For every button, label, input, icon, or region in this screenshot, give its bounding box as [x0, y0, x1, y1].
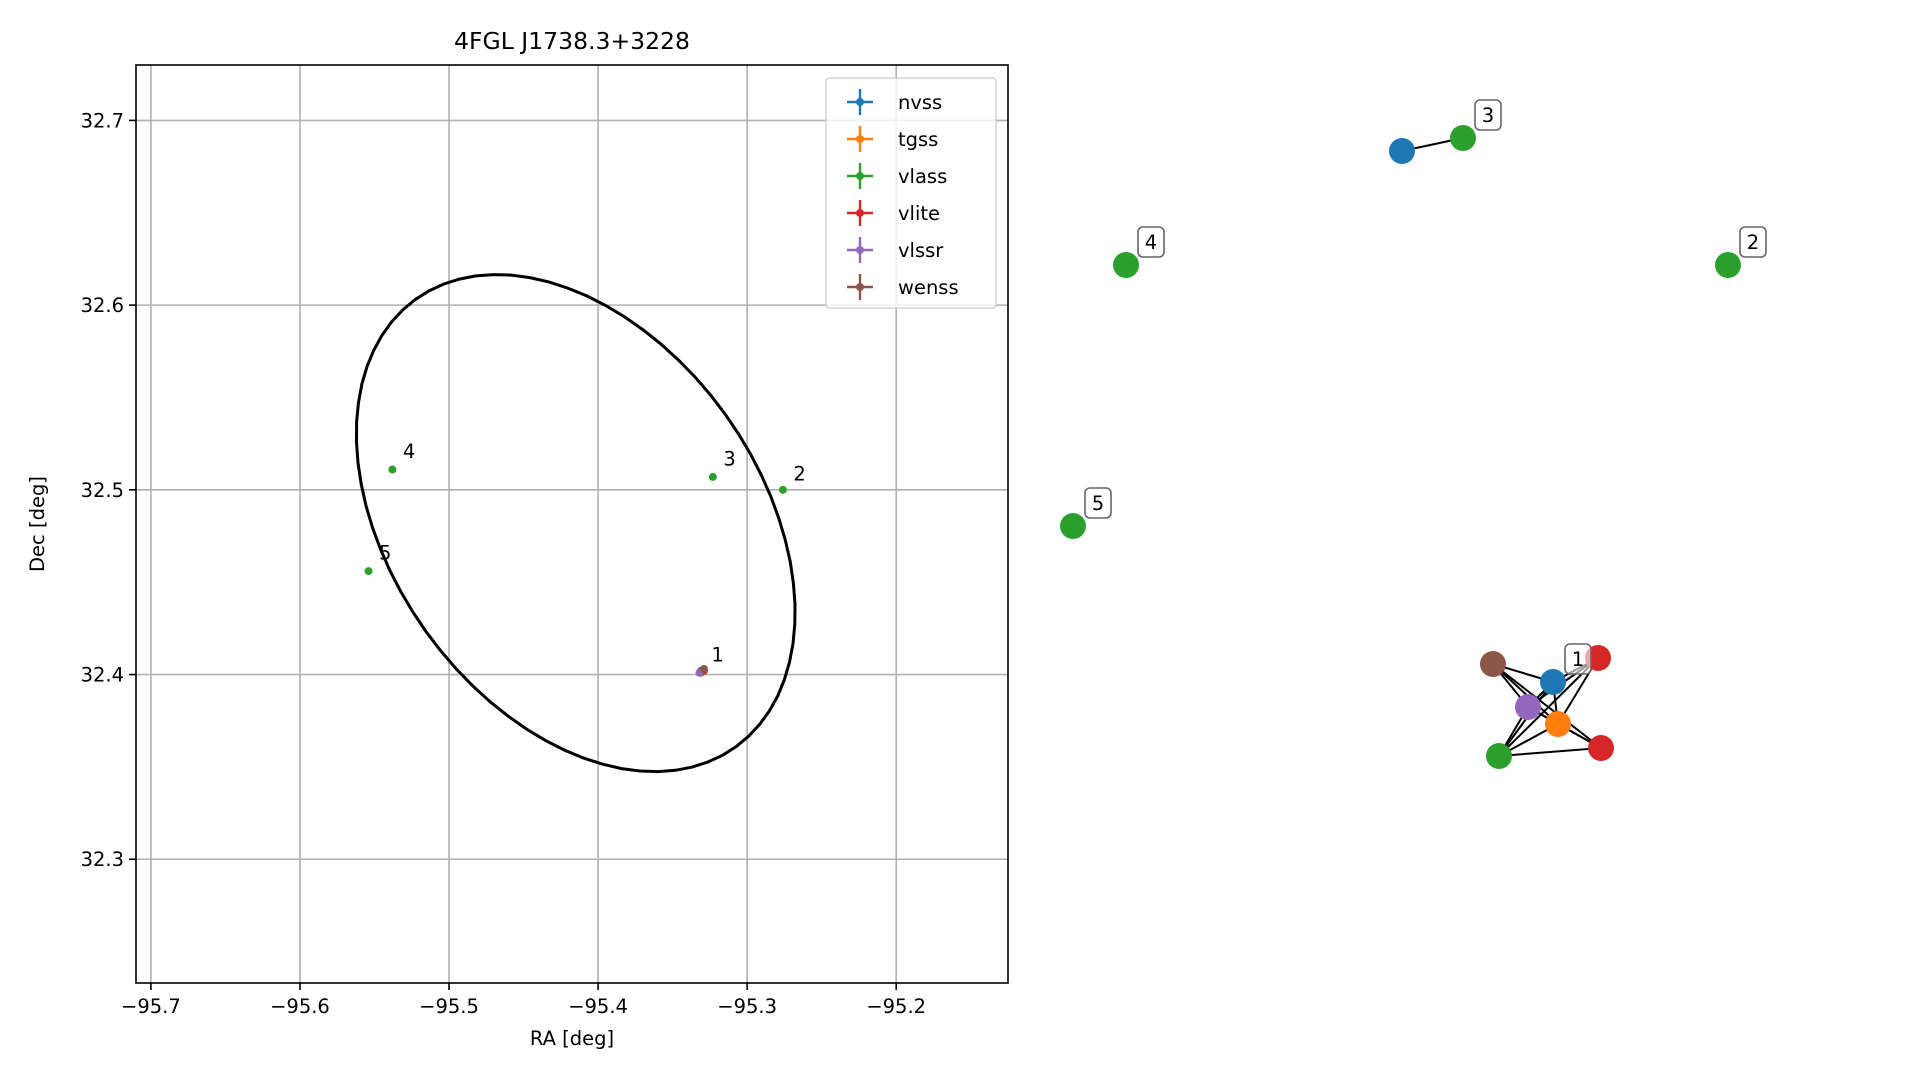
legend-label: vlass [898, 165, 947, 188]
network-node-label: 3 [1474, 99, 1502, 131]
legend-item-vlssr: vlssr [847, 237, 944, 263]
network-panel: 3 4 2 5 1 [1060, 99, 1767, 769]
legend-item-wenss: wenss [847, 274, 959, 300]
legend-marker-dot [856, 209, 864, 217]
network-label-box [1564, 643, 1592, 675]
network-label-text: 5 [1092, 492, 1104, 515]
network-label-text: 2 [1747, 231, 1759, 254]
ellipse-layer [354, 273, 797, 774]
legend: nvss tgss vlass vlite vlssr wenss [825, 77, 997, 309]
network-nodes [1060, 125, 1741, 769]
legend-item-vlass: vlass [847, 163, 947, 189]
legend-marker-dot [856, 283, 864, 291]
x-axis-label: RA [deg] [530, 1027, 614, 1050]
network-node [1389, 138, 1415, 164]
legend-item-nvss: nvss [847, 89, 942, 115]
network-node [1060, 513, 1086, 539]
network-labels: 3 4 2 5 1 [1084, 99, 1767, 675]
point-annotation: 5 [379, 542, 391, 565]
network-node [1450, 125, 1476, 151]
network-node [1545, 711, 1571, 737]
point-annotation: 3 [723, 448, 735, 471]
network-node-label: 1 [1564, 643, 1592, 675]
network-edge [1492, 663, 1602, 749]
network-label-box [1137, 226, 1165, 258]
network-node [1515, 694, 1541, 720]
y-tick-label: 32.6 [81, 294, 124, 317]
network-label-box [1739, 226, 1767, 258]
chart-title: 4FGL J1738.3+3228 [454, 27, 690, 55]
point-vlass [708, 472, 717, 481]
legend-marker-dot [856, 172, 864, 180]
x-tick-label: −95.4 [568, 995, 628, 1018]
legend-label: wenss [898, 276, 959, 299]
point-wenss [699, 664, 708, 673]
legend-marker-dot [856, 246, 864, 254]
point-annotations: 1 2 3 4 5 [379, 440, 806, 666]
network-node [1113, 252, 1139, 278]
network-node-label: 5 [1084, 487, 1112, 519]
point-vlass [388, 465, 397, 474]
x-tick-label: −95.6 [270, 995, 330, 1018]
point-annotation: 2 [793, 462, 805, 485]
legend-label: vlssr [898, 239, 944, 262]
legend-marker-dot [856, 135, 864, 143]
x-tick-label: −95.7 [121, 995, 181, 1018]
y-tick-label: 32.7 [81, 109, 124, 132]
x-tick-label: −95.3 [717, 995, 777, 1018]
error-ellipse [354, 273, 797, 774]
data-points [364, 465, 787, 677]
point-annotation: 1 [711, 643, 723, 666]
network-node [1486, 743, 1512, 769]
x-axis-ticks: −95.7 −95.6 −95.5 −95.4 −95.3 −95.2 [121, 983, 926, 1018]
legend-item-vlite: vlite [847, 200, 940, 226]
network-edge [1492, 663, 1559, 725]
y-axis-label: Dec [deg] [26, 476, 49, 572]
scatter-panel: 1 2 3 4 5 −95.7 −95.6 −95.5 −95.4 −95.3 −95.2 32.… [26, 27, 1009, 1050]
network-node [1715, 252, 1741, 278]
point-vlass [778, 485, 787, 494]
network-edge [1498, 747, 1602, 757]
legend-label: vlite [898, 202, 940, 225]
legend-item-tgss: tgss [847, 126, 938, 152]
network-label-text: 3 [1482, 104, 1494, 127]
network-label-text: 1 [1572, 648, 1584, 671]
network-label-box [1474, 99, 1502, 131]
network-label-box [1084, 487, 1112, 519]
legend-label: nvss [898, 91, 942, 114]
network-node-label: 4 [1137, 226, 1165, 258]
network-node [1480, 651, 1506, 677]
network-label-text: 4 [1145, 231, 1157, 254]
legend-marker-dot [856, 98, 864, 106]
network-node [1540, 669, 1566, 695]
point-vlass [364, 567, 373, 576]
y-tick-label: 32.3 [81, 848, 124, 871]
x-tick-label: −95.2 [866, 995, 926, 1018]
plot-frame [135, 64, 1009, 984]
y-tick-label: 32.4 [81, 664, 124, 687]
legend-label: tgss [898, 128, 938, 151]
point-annotation: 4 [403, 440, 415, 463]
y-tick-label: 32.5 [81, 479, 124, 502]
network-node [1588, 735, 1614, 761]
y-axis-ticks: 32.3 32.4 32.5 32.6 32.7 [81, 109, 136, 871]
network-node-label: 2 [1739, 226, 1767, 258]
x-tick-label: −95.5 [419, 995, 479, 1018]
